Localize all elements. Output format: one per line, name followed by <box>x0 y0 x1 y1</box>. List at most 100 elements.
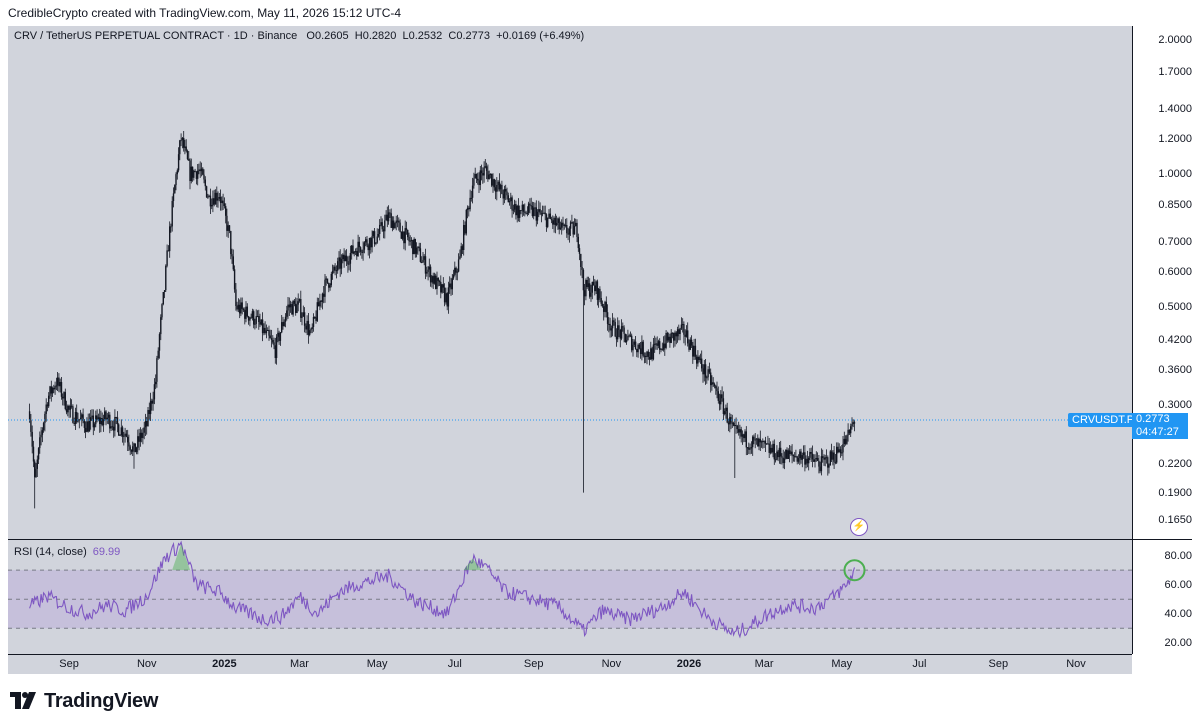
candle-body <box>633 341 635 345</box>
candle-body <box>731 422 733 424</box>
candle-body <box>567 233 569 235</box>
time-tick-label: Sep <box>988 658 1009 670</box>
candle-body <box>349 253 352 264</box>
candle-body <box>493 179 495 188</box>
time-tick-label: Mar <box>754 658 774 670</box>
candle-body <box>213 198 215 205</box>
candle-body <box>606 312 609 324</box>
chart-area[interactable] <box>8 26 1132 674</box>
candle-body <box>96 415 98 420</box>
candle-body <box>665 333 667 348</box>
candle-body <box>540 213 543 215</box>
candle-body <box>316 302 318 321</box>
candle-body <box>352 245 354 254</box>
candle-body <box>60 382 63 397</box>
candle-body <box>269 335 271 339</box>
candle-body <box>768 443 770 453</box>
candle-body <box>37 448 40 460</box>
candle-body <box>142 432 144 438</box>
candle-body <box>605 301 607 313</box>
pane-separator[interactable] <box>8 539 1192 540</box>
candle-body <box>253 311 255 325</box>
candle-body <box>32 446 35 462</box>
candle-body <box>223 203 226 206</box>
high-value: 0.2820 <box>362 30 397 42</box>
close-value: 0.2773 <box>456 30 490 42</box>
candle-body <box>40 434 42 438</box>
time-tick-label: Jul <box>447 658 462 670</box>
candle-body <box>165 265 167 291</box>
candle-body <box>632 344 634 351</box>
candle-body <box>86 421 88 432</box>
candle-body <box>842 444 844 453</box>
candle-body <box>274 345 276 358</box>
price-tick-label: 0.1650 <box>1158 513 1192 526</box>
price-scale[interactable] <box>1132 26 1192 540</box>
tradingview-logo[interactable]: TradingView <box>10 688 158 714</box>
candle-body <box>226 215 228 231</box>
candle-body <box>93 424 96 428</box>
candle-body <box>767 443 769 445</box>
candle-body <box>447 287 450 307</box>
current-price-value: 0.2773 <box>1136 412 1170 425</box>
candle-body <box>776 451 778 460</box>
price-tick-label: 0.4200 <box>1158 334 1192 347</box>
candle-body <box>152 399 154 404</box>
candle-body <box>684 334 686 337</box>
candle-body <box>63 392 65 399</box>
candle-body <box>618 325 620 330</box>
candle-body <box>503 189 506 199</box>
candle-body <box>41 430 44 435</box>
candle-body <box>166 250 168 266</box>
candle-body <box>827 457 829 468</box>
candle-body <box>718 400 721 405</box>
candle-body <box>342 254 344 260</box>
candle-body <box>130 449 133 452</box>
candle-body <box>576 222 578 237</box>
candle-body <box>319 300 321 307</box>
candle-body <box>513 204 516 210</box>
candle-body <box>432 276 434 284</box>
candle-body <box>317 302 320 307</box>
candle-body <box>474 174 476 179</box>
candle-body <box>414 239 416 254</box>
rsi-tick-label: 20.00 <box>1164 636 1192 649</box>
symbol-title[interactable]: CRV / TetherUS PERPETUAL CONTRACT · 1D ·… <box>14 30 298 42</box>
candle-body <box>204 179 206 187</box>
candle-body <box>819 466 821 472</box>
candle-body <box>853 422 856 424</box>
candle-body <box>441 284 443 293</box>
candle-body <box>102 419 105 426</box>
candle-body <box>648 357 651 360</box>
candle-body <box>78 419 80 421</box>
candle-body <box>592 281 595 286</box>
candle-body <box>244 310 246 319</box>
candle-body <box>110 426 112 429</box>
candle-body <box>710 372 712 386</box>
lightning-event-icon[interactable]: ⚡ <box>850 518 868 536</box>
rsi-scale[interactable] <box>1132 540 1192 654</box>
candle-body <box>670 332 672 343</box>
close-label: C <box>448 30 457 42</box>
candle-body <box>469 197 471 210</box>
candle-body <box>443 287 446 303</box>
candle-body <box>717 391 719 401</box>
candle-body <box>478 180 480 186</box>
candle-body <box>105 411 107 420</box>
candle-body <box>356 251 358 257</box>
candle-body <box>729 417 731 425</box>
rsi-legend[interactable]: RSI (14, close) 69.99 <box>14 546 120 558</box>
candle-body <box>254 323 256 325</box>
candle-body <box>666 333 669 341</box>
price-tick-label: 1.4000 <box>1158 102 1192 115</box>
candle-body <box>682 324 684 326</box>
candle-body <box>450 283 452 290</box>
candle-body <box>394 223 396 229</box>
candle-body <box>787 450 789 459</box>
candle-body <box>415 247 418 254</box>
candle-body <box>221 200 223 203</box>
candle-body <box>480 170 483 174</box>
candle-body <box>599 288 601 299</box>
candle-body <box>396 220 399 222</box>
time-scale[interactable] <box>8 654 1132 674</box>
